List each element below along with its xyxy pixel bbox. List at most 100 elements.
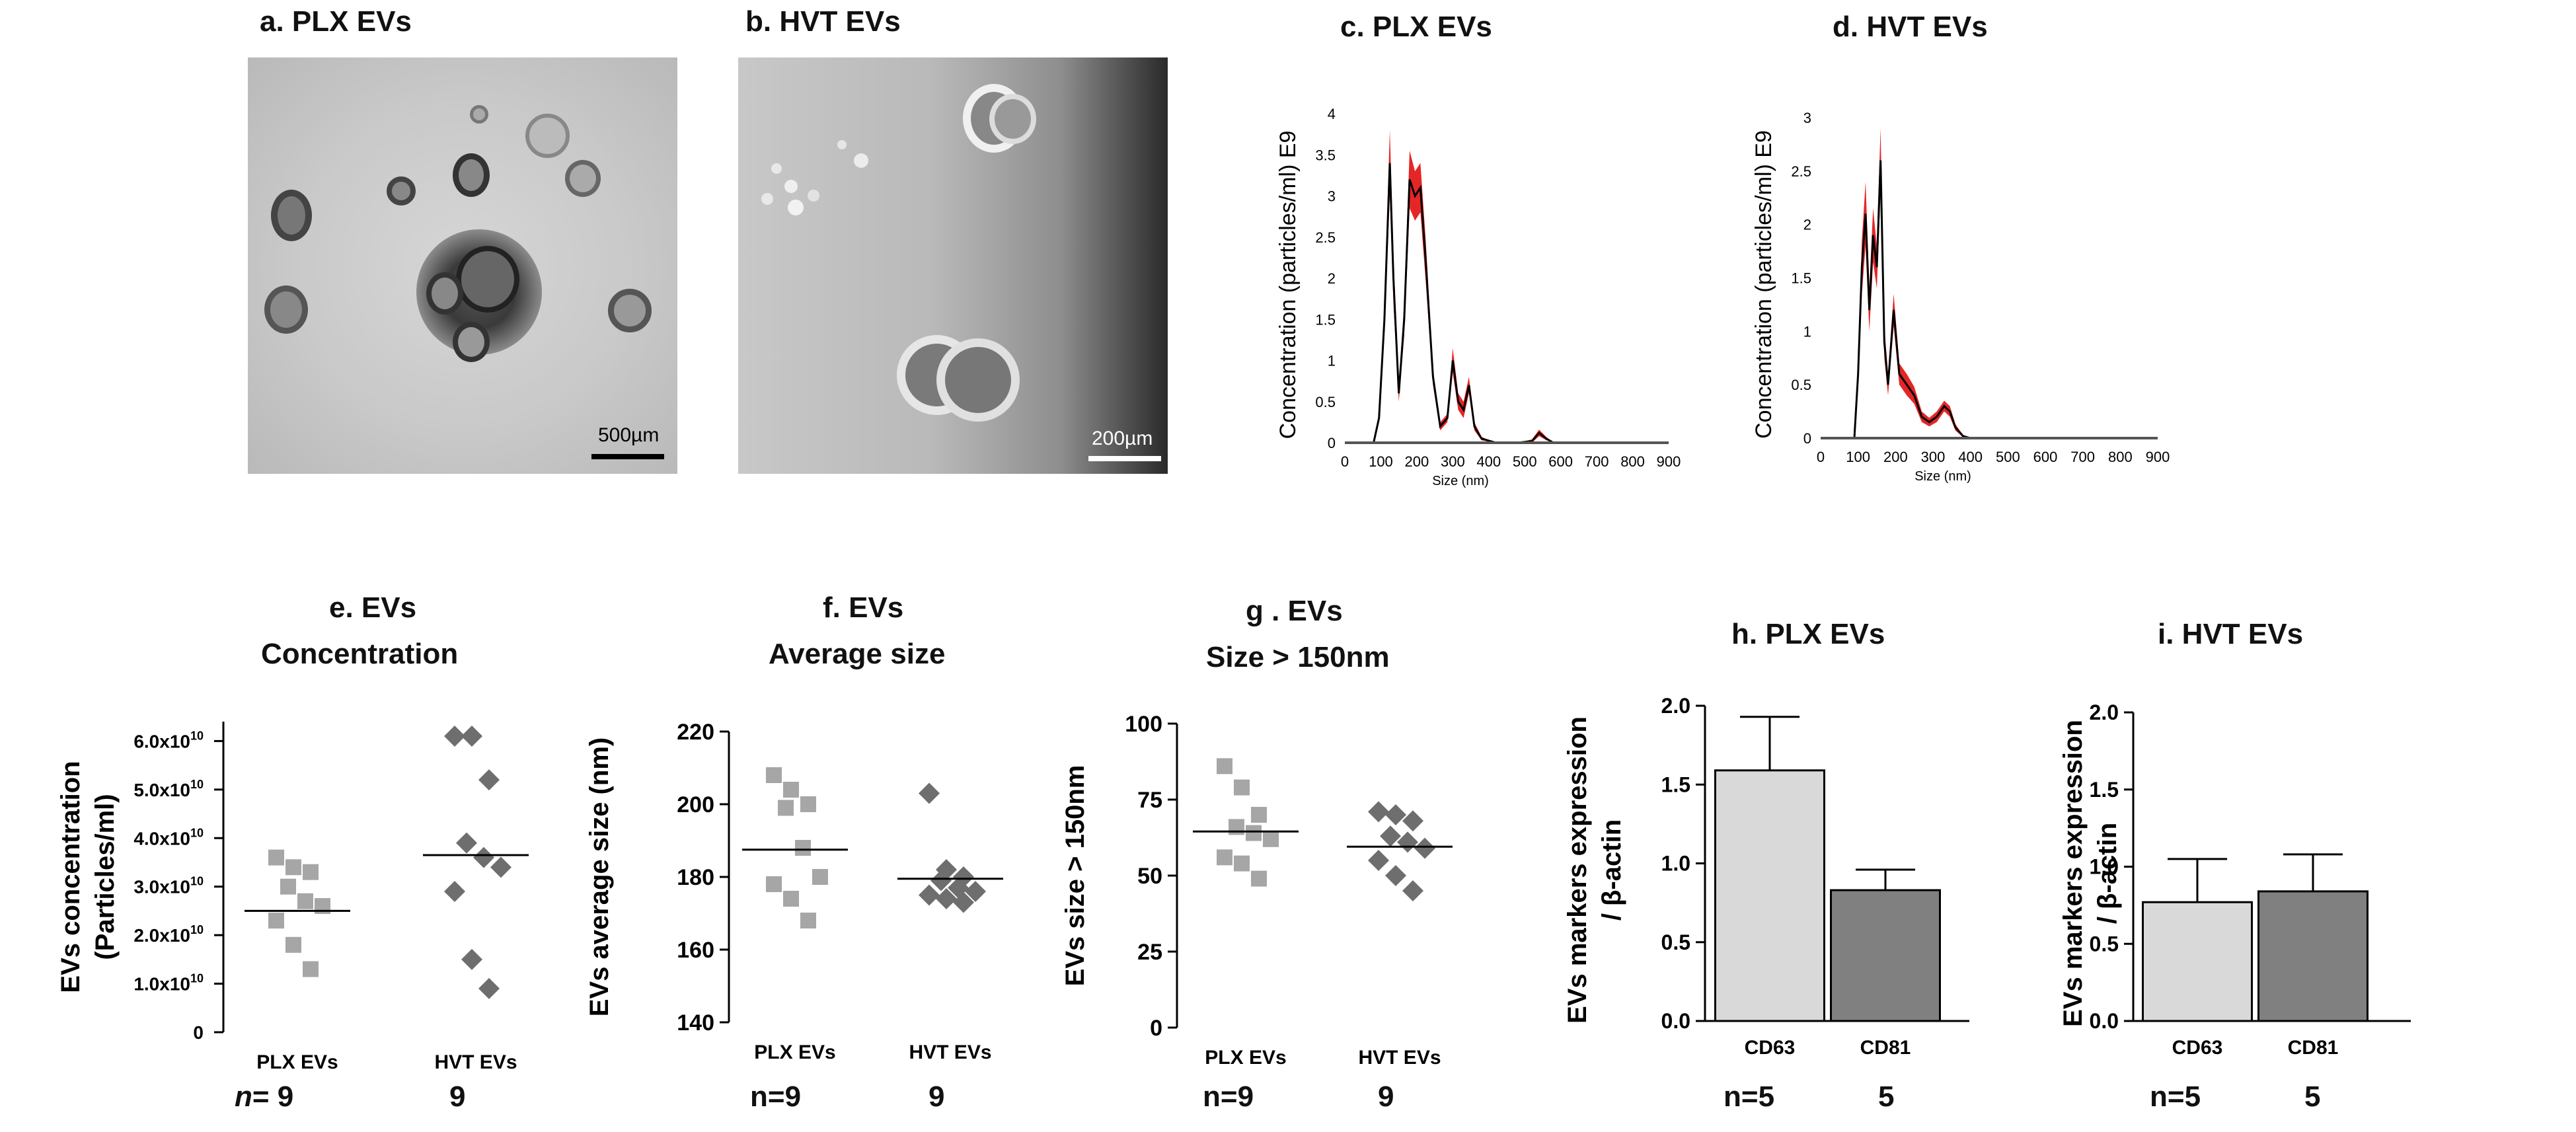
bar [1830, 889, 1941, 1022]
data-point [268, 913, 284, 929]
y-axis-title: / β-actin [1597, 819, 1626, 921]
y-tick-exponent: 10 [190, 826, 204, 839]
vesicle [608, 289, 652, 332]
data-point [478, 769, 500, 791]
y-tick-label: 6.0x1010 [133, 729, 204, 751]
y-tick-label: 0 [1328, 435, 1336, 451]
data-point [766, 767, 782, 783]
panel-f-title1: f. EVs [823, 591, 904, 624]
y-tick-label: 0 [1803, 430, 1811, 447]
y-tick-label: 2 [1328, 270, 1336, 287]
data-point [285, 936, 301, 953]
data-point [919, 782, 940, 804]
y-tick-label: 25 [1137, 940, 1162, 965]
vesicle [453, 153, 490, 197]
bar [1714, 769, 1825, 1022]
panel-i-title: i. HVT EVs [2158, 618, 2304, 650]
x-tick-label: 700 [2070, 449, 2095, 465]
vesicle [470, 105, 488, 124]
data-point [800, 796, 816, 812]
vesicle [271, 190, 312, 241]
x-tick-label: 0 [1817, 449, 1825, 465]
n-label-h: n=5 [1724, 1080, 1775, 1113]
vesicle [771, 163, 782, 174]
y-tick-label: 1.5 [1661, 773, 1690, 796]
y-tick-label: 1 [1328, 353, 1336, 369]
y-axis-title: EVs size > 150nm [1061, 765, 1090, 987]
x-tick-label: 800 [2108, 449, 2133, 465]
panel-d-title: d. HVT EVs [1833, 11, 1988, 43]
data-point [1217, 849, 1232, 866]
x-tick-label: 500 [1513, 453, 1537, 470]
x-tick-label: 700 [1585, 453, 1609, 470]
y-tick-label: 3 [1328, 188, 1336, 205]
y-tick-label: 4 [1328, 106, 1336, 122]
x-category-label: CD81 [1860, 1037, 1911, 1059]
panel-e-title1: e. EVs [329, 591, 417, 624]
x-category-label: PLX EVs [754, 1041, 835, 1063]
y-tick-label: 0.0 [1661, 1009, 1690, 1033]
x-tick-label: 900 [2146, 449, 2170, 465]
data-point [285, 859, 301, 876]
data-point [795, 840, 811, 856]
series-line [1345, 163, 1669, 444]
x-category-label: HVT EVs [909, 1041, 991, 1063]
data-point [456, 832, 477, 854]
panel-f-title2: Average size [769, 638, 946, 670]
data-point [1402, 810, 1423, 832]
y-tick-label: 1.5 [1315, 311, 1336, 328]
data-point [473, 847, 494, 868]
y-axis-title: EVs markers expression [2059, 720, 2088, 1027]
n-count-f-hvt: 9 [928, 1080, 945, 1113]
data-point [1402, 880, 1423, 901]
y-axis-title: EVs average size (nm) [585, 737, 614, 1016]
data-point [461, 726, 482, 747]
y-tick-label: 0.5 [1661, 930, 1690, 954]
data-point [1397, 831, 1418, 853]
vesicle [808, 190, 819, 202]
x-axis-title: Size (nm) [1432, 474, 1489, 488]
vesicle [854, 153, 868, 168]
panel-c-title: c. PLX EVs [1340, 11, 1492, 43]
data-point [280, 878, 296, 895]
y-axis-title: Concentration (particles/ml) E9 [1751, 130, 1776, 439]
data-point [783, 891, 799, 907]
y-tick-label: 160 [677, 938, 714, 963]
x-tick-label: 200 [1405, 453, 1429, 470]
y-tick-label: 2 [1803, 217, 1811, 233]
n-label-e: n= 9 [235, 1080, 294, 1113]
y-tick-label: 0 [193, 1022, 204, 1043]
y-axis-title: / β-actin [2093, 823, 2122, 924]
x-tick-label: 800 [1620, 453, 1645, 470]
data-point [1385, 804, 1406, 825]
y-tick-label: 140 [677, 1010, 714, 1036]
y-tick-label: 4.0x1010 [133, 826, 204, 849]
data-point [1217, 758, 1232, 774]
data-point [778, 800, 794, 816]
data-point [268, 849, 284, 866]
y-tick-label: 2.0 [2090, 700, 2119, 724]
scale-label-b: 200µm [1092, 428, 1153, 449]
data-point [953, 891, 974, 913]
data-point [303, 961, 319, 977]
vesicle [426, 272, 463, 315]
n-label-f: n=9 [750, 1080, 802, 1113]
vesicle [784, 180, 798, 193]
data-point [936, 888, 957, 909]
scale-bar-a [591, 454, 664, 459]
y-tick-label: 1.5 [2090, 778, 2119, 802]
x-tick-label: 0 [1341, 453, 1349, 470]
vesicle [387, 176, 416, 206]
data-point [1414, 837, 1435, 859]
vesicle [525, 114, 570, 158]
x-tick-label: 400 [1958, 449, 1983, 465]
y-tick-label: 5.0x1010 [133, 778, 204, 800]
panel-a-title: a. PLX EVs [260, 5, 412, 38]
x-tick-label: 100 [1369, 453, 1393, 470]
series-line [1821, 160, 2158, 439]
data-point [1246, 825, 1262, 841]
y-tick-label: 0.5 [1315, 394, 1336, 410]
data-point [461, 948, 482, 970]
em-image-hvt: 200µm [738, 57, 1168, 474]
n-label-i: n=5 [2150, 1080, 2201, 1113]
